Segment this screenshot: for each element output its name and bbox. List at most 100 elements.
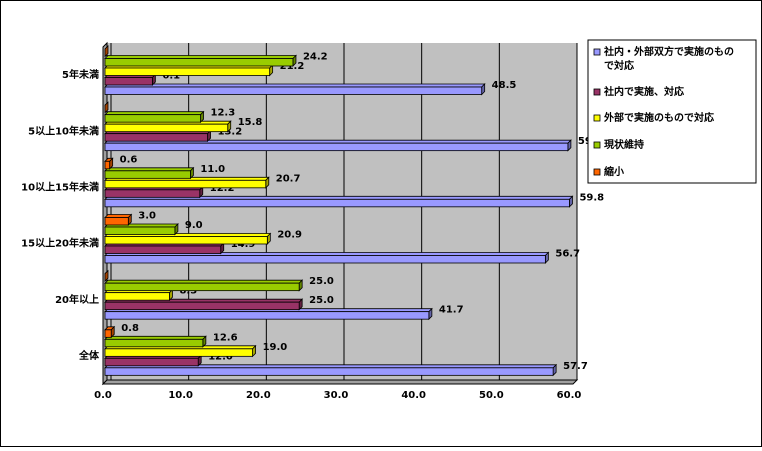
bar-side-shade	[190, 167, 194, 179]
bar	[104, 64, 274, 77]
legend-label: 外部で実施のもので対応	[603, 111, 714, 124]
bar-front	[104, 198, 570, 208]
bar	[104, 307, 433, 321]
bar-front	[104, 282, 300, 292]
value-label: 15.8	[238, 117, 263, 128]
y-tick-label: 10以上15年未満	[21, 180, 99, 193]
legend-swatch	[593, 88, 601, 96]
bar	[104, 73, 157, 86]
x-tick-label: 10.0	[168, 390, 193, 401]
value-label: 0.8	[121, 323, 139, 334]
bar-front	[104, 142, 569, 152]
bar-front	[104, 236, 268, 245]
bar-front	[104, 114, 201, 123]
bar	[104, 223, 179, 236]
value-label: 12.0	[208, 351, 233, 362]
value-label: 8.3	[179, 286, 197, 297]
value-label: 24.2	[303, 52, 328, 63]
bar-side-shade	[569, 196, 573, 207]
legend-label: 社内・外部双方で実施のもので対応	[603, 45, 734, 72]
bar	[104, 232, 272, 245]
bar-top	[104, 55, 297, 59]
bar-side-shade	[553, 364, 557, 376]
bar	[104, 298, 304, 311]
bar-front	[104, 338, 204, 348]
legend-swatch	[593, 141, 601, 149]
bar-front	[104, 226, 176, 235]
value-label: 14.9	[231, 239, 256, 250]
value-label: 25.0	[309, 276, 334, 287]
bar-top	[104, 111, 205, 116]
value-label: 0.6	[120, 154, 138, 165]
bar-front	[104, 133, 208, 142]
legend-label-line: 社内・外部双方で実施のもの	[603, 45, 734, 58]
y-tick-label: 全体	[78, 349, 100, 362]
bar-side-shade	[267, 233, 271, 244]
value-label: 41.7	[439, 305, 464, 316]
bar	[104, 195, 574, 208]
bar-side-shade	[202, 336, 206, 347]
bar	[104, 157, 114, 170]
bar-front	[104, 367, 554, 376]
bar	[104, 325, 116, 339]
bar-side-shade	[198, 355, 202, 366]
bar-front	[104, 329, 112, 338]
value-label: 25.0	[309, 295, 334, 306]
value-label: 12.2	[210, 183, 235, 194]
plot-floor	[101, 379, 579, 385]
bar-side-shade	[200, 111, 204, 123]
bar	[104, 83, 486, 96]
x-tick-label: 20.0	[246, 390, 271, 401]
bar	[104, 335, 207, 348]
bar-front	[104, 160, 111, 170]
bar-front	[104, 217, 129, 226]
bar-side-shade	[428, 308, 432, 320]
bar-front	[104, 357, 199, 367]
bar-front	[104, 311, 430, 320]
legend-swatch	[593, 48, 601, 56]
x-tick-label: 0.0	[94, 390, 112, 401]
bar	[104, 110, 205, 124]
y-tick-label: 15以上20年未満	[21, 237, 99, 250]
bar	[104, 269, 109, 283]
bar-side-shade	[128, 214, 132, 225]
bar-side	[104, 269, 109, 283]
bar	[104, 354, 203, 367]
bar-top	[104, 335, 207, 340]
bar-side-shade	[292, 55, 296, 66]
bar-front	[104, 67, 271, 76]
bar-side-shade	[207, 130, 211, 142]
legend-swatch	[593, 168, 601, 176]
value-label: 11.0	[200, 164, 225, 175]
value-label: 57.7	[563, 361, 588, 372]
bar	[104, 242, 225, 255]
legend-box	[587, 39, 757, 184]
value-label: 9.0	[185, 220, 203, 231]
y-tick-label: 20年以上	[55, 293, 99, 306]
value-label: 20.9	[277, 230, 302, 241]
bar-side-shade	[105, 46, 108, 57]
bar	[104, 213, 133, 226]
bar-side-shade	[105, 270, 108, 282]
bar	[104, 139, 572, 152]
legend-label: 現状維持	[604, 138, 644, 151]
bar-front	[104, 292, 170, 301]
bar	[104, 185, 204, 199]
value-label: 21.2	[280, 61, 305, 72]
bar	[104, 344, 257, 358]
bar-front	[104, 255, 546, 264]
bar	[104, 363, 558, 377]
value-label: 12.3	[211, 108, 236, 119]
bar-front	[104, 86, 483, 95]
bar	[104, 288, 174, 302]
bar-front	[104, 170, 191, 179]
bar-side-shade	[299, 299, 303, 310]
bar-front	[104, 179, 267, 189]
x-tick-label: 40.0	[401, 390, 426, 401]
value-label: 59.8	[579, 192, 604, 203]
y-tick-label: 5年未満	[62, 68, 99, 81]
bar	[104, 166, 195, 180]
bar-side	[104, 101, 109, 114]
value-label: 19.0	[263, 342, 288, 353]
